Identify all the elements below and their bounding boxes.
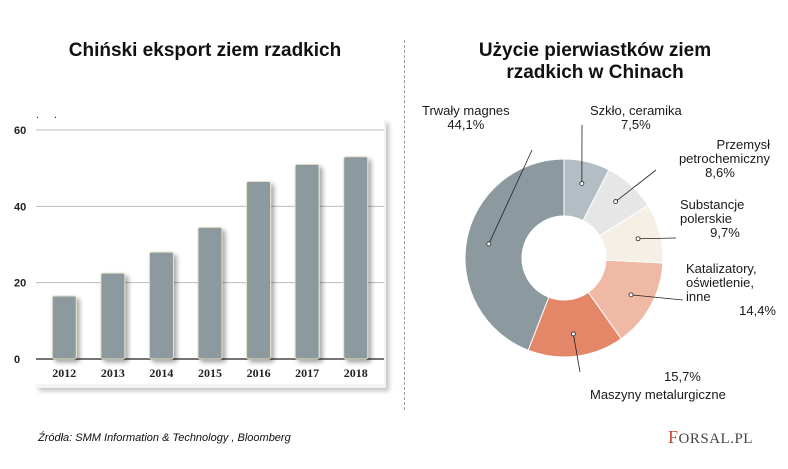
pie-slices xyxy=(464,158,664,358)
pie-label-maszyny: 15,7% Maszyny metalurgiczne xyxy=(590,370,726,402)
pie-label-maszyny-name: Maszyny metalurgiczne xyxy=(590,387,726,402)
x-label-2012: 2012 xyxy=(52,366,76,380)
bar-2014 xyxy=(148,251,174,360)
y-tick-0: 0 xyxy=(14,354,20,366)
pie-slice-5 xyxy=(464,158,565,351)
pie-label-magnes-value: 44,1% xyxy=(447,117,485,132)
bar-2012 xyxy=(51,295,77,360)
x-label-2014: 2014 xyxy=(149,366,173,380)
pie-label-poler-line1: Substancje xyxy=(680,197,745,212)
pie-chart-title: Użycie pierwiastków ziem rzadkich w Chin… xyxy=(410,40,780,84)
bar-y-ticks: 0 20 40 60 xyxy=(14,125,26,366)
pie-label-petro-line2: petrochemiczny xyxy=(678,151,770,166)
pie-label-katal-line3: inne xyxy=(686,289,711,304)
bar-chart-title: Chiński eksport ziem rzadkich xyxy=(68,40,342,61)
leader-dot-0 xyxy=(579,181,585,187)
bar-2017 xyxy=(294,163,320,360)
pie-label-maszyny-value: 15,7% xyxy=(664,369,701,384)
pie-label-katal-line2: oświetlenie, xyxy=(686,275,754,290)
leader-line-2 xyxy=(638,237,677,240)
forsal-logo[interactable]: FORSAL.PL xyxy=(668,427,753,448)
x-label-2015: 2015 xyxy=(198,366,222,380)
pie-label-petro-value: 8,6% xyxy=(705,165,735,180)
pie-label-katal: Katalizatory, oświetlenie, inne 14,4% xyxy=(686,262,776,318)
x-label-2018: 2018 xyxy=(344,366,368,380)
x-label-2016: 2016 xyxy=(247,366,271,380)
source-note: Źródła: SMM Information & Technology , B… xyxy=(38,432,291,444)
logo-text: ORSAL.PL xyxy=(678,431,753,447)
pie-label-szklo-name: Szkło, ceramika xyxy=(590,103,682,118)
bar-2013 xyxy=(100,272,126,360)
pie-label-katal-value: 14,4% xyxy=(739,303,776,318)
leader-dot-4 xyxy=(570,331,576,337)
bar-2015 xyxy=(197,226,223,360)
leader-dot-1 xyxy=(613,199,619,204)
leader-line-1 xyxy=(615,169,657,202)
pie-label-poler: Substancje polerskie 9,7% xyxy=(680,198,770,240)
leader-dot-5 xyxy=(486,241,492,247)
pie-label-poler-value: 9,7% xyxy=(710,225,740,240)
leader-dot-2 xyxy=(635,236,641,242)
pie-label-petro: Przemysł petrochemiczny 8,6% xyxy=(670,138,770,180)
x-label-2017: 2017 xyxy=(295,366,319,380)
bar-series xyxy=(51,156,369,360)
pie-label-magnes-name: Trwały magnes xyxy=(422,103,510,118)
leader-dot-3 xyxy=(628,292,634,298)
pie-title-text: Użycie pierwiastków ziem rzadkich w Chin… xyxy=(478,40,712,83)
logo-initial: F xyxy=(668,427,679,447)
y-tick-60: 60 xyxy=(14,125,26,137)
pie-leader-lines xyxy=(486,124,684,373)
pie-label-katal-line1: Katalizatory, xyxy=(686,261,757,276)
divider xyxy=(404,40,405,410)
bar-2018 xyxy=(343,156,369,360)
x-label-2013: 2013 xyxy=(101,366,125,380)
bar-x-labels: 2012 2013 2014 2015 2016 2017 2018 xyxy=(52,366,367,380)
y-tick-40: 40 xyxy=(14,201,26,213)
leader-line-3 xyxy=(630,294,684,301)
pie-label-szklo: Szkło, ceramika 7,5% xyxy=(590,104,682,132)
leader-line-5 xyxy=(488,149,533,245)
pie-label-szklo-value: 7,5% xyxy=(621,117,651,132)
pie-label-poler-line2: polerskie xyxy=(680,211,733,226)
y-tick-20: 20 xyxy=(14,278,26,290)
bar-2016 xyxy=(246,181,272,360)
leader-line-4 xyxy=(572,333,581,373)
pie-label-trwaly-magnes: Trwały magnes 44,1% xyxy=(422,104,510,132)
pie-label-petro-line1: Przemysł xyxy=(716,137,770,152)
